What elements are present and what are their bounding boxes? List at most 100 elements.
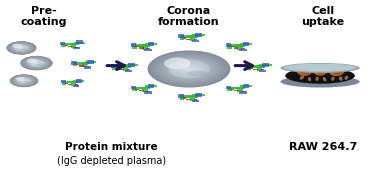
Circle shape: [23, 80, 25, 81]
Circle shape: [22, 56, 51, 70]
Bar: [68, 82, 76, 83]
Ellipse shape: [339, 76, 343, 81]
Circle shape: [187, 68, 191, 70]
Bar: [259, 64, 272, 66]
Bar: [239, 91, 246, 94]
Bar: [75, 47, 78, 48]
Circle shape: [10, 43, 33, 53]
Circle shape: [33, 61, 40, 65]
Circle shape: [27, 59, 46, 67]
Circle shape: [150, 52, 228, 86]
Ellipse shape: [333, 70, 343, 75]
Circle shape: [12, 44, 31, 52]
Circle shape: [11, 75, 37, 87]
Bar: [134, 44, 150, 47]
Circle shape: [12, 76, 36, 86]
Circle shape: [28, 59, 45, 67]
Bar: [85, 61, 96, 63]
Circle shape: [168, 60, 210, 78]
Bar: [227, 87, 232, 91]
Ellipse shape: [331, 77, 335, 81]
Circle shape: [25, 58, 48, 68]
Circle shape: [32, 61, 41, 65]
Bar: [116, 67, 119, 69]
Circle shape: [12, 75, 36, 86]
Bar: [146, 90, 150, 92]
Bar: [65, 83, 68, 84]
Circle shape: [15, 77, 25, 81]
Bar: [237, 44, 243, 50]
Bar: [84, 66, 91, 69]
Bar: [234, 90, 239, 91]
Circle shape: [9, 42, 34, 53]
Bar: [234, 88, 243, 89]
Bar: [148, 42, 155, 46]
Ellipse shape: [297, 67, 312, 76]
Bar: [145, 43, 157, 45]
Circle shape: [17, 78, 31, 84]
Text: Pre-
coating: Pre- coating: [21, 6, 67, 27]
Circle shape: [16, 77, 32, 84]
Bar: [139, 45, 149, 47]
Ellipse shape: [285, 68, 355, 84]
Bar: [234, 47, 239, 49]
Bar: [139, 88, 149, 89]
Ellipse shape: [329, 68, 344, 76]
Circle shape: [20, 47, 22, 48]
Bar: [180, 95, 184, 100]
Ellipse shape: [280, 63, 359, 73]
Bar: [241, 90, 245, 92]
Ellipse shape: [317, 69, 326, 75]
Bar: [195, 33, 202, 37]
Circle shape: [17, 46, 25, 50]
Circle shape: [170, 60, 208, 78]
Circle shape: [32, 61, 41, 65]
Bar: [142, 44, 148, 50]
Bar: [241, 48, 245, 49]
Bar: [186, 36, 196, 38]
Circle shape: [34, 62, 39, 64]
Ellipse shape: [315, 76, 319, 81]
Bar: [115, 65, 131, 68]
Circle shape: [155, 54, 223, 84]
Circle shape: [164, 58, 214, 80]
Bar: [76, 79, 82, 83]
Bar: [71, 61, 76, 65]
Bar: [183, 97, 186, 99]
Circle shape: [11, 43, 32, 53]
Bar: [229, 87, 245, 89]
Bar: [249, 65, 265, 68]
Bar: [131, 43, 136, 47]
Circle shape: [11, 75, 37, 87]
Bar: [73, 85, 79, 87]
Bar: [73, 47, 80, 49]
Bar: [240, 85, 252, 88]
Circle shape: [8, 42, 35, 54]
Circle shape: [27, 59, 46, 67]
Circle shape: [17, 46, 26, 50]
Bar: [73, 80, 84, 82]
Circle shape: [16, 45, 27, 50]
Bar: [131, 86, 136, 89]
Bar: [132, 44, 137, 49]
Circle shape: [24, 57, 49, 69]
Ellipse shape: [332, 69, 337, 72]
Bar: [148, 84, 155, 88]
Bar: [261, 69, 264, 71]
Circle shape: [172, 62, 206, 76]
Circle shape: [19, 47, 23, 49]
Bar: [68, 46, 72, 47]
Bar: [132, 87, 137, 91]
Bar: [128, 63, 135, 67]
Circle shape: [33, 62, 40, 65]
Text: Protein mixture: Protein mixture: [65, 142, 158, 152]
Bar: [76, 40, 82, 45]
Circle shape: [147, 50, 231, 88]
Bar: [229, 44, 245, 47]
Bar: [195, 93, 202, 97]
Bar: [194, 39, 197, 40]
Circle shape: [18, 46, 25, 49]
Bar: [82, 62, 87, 67]
Bar: [250, 67, 253, 69]
Circle shape: [20, 47, 23, 49]
